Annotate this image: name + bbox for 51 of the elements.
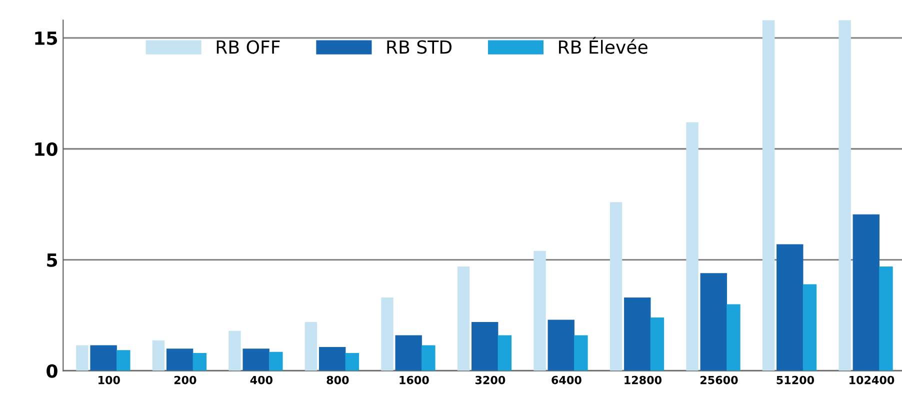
x-tick-label: 3200 [475,376,506,384]
bar [838,20,851,371]
bar [624,298,651,371]
bar [166,348,194,371]
bar [610,202,622,371]
x-tick-label: 12800 [624,376,662,384]
bar [152,340,165,371]
bar [90,345,117,371]
bar [116,350,130,371]
bar [762,20,775,371]
y-tick-label: 5 [47,254,58,267]
bar [686,122,698,371]
bar [700,273,727,371]
x-tick-label: 25600 [700,376,738,384]
bar [318,347,346,371]
x-tick-label: 51200 [776,376,814,384]
bar [776,244,804,371]
bar [650,318,664,371]
bar [534,250,546,371]
y-tick-label: 15 [35,32,58,46]
legend-label: RB STD [387,40,452,54]
bar [422,345,436,371]
bar [192,353,207,371]
x-tick-label: 400 [250,376,272,384]
x-tick-label: 1600 [400,376,429,384]
x-tick-label: 6400 [552,376,582,384]
bar [574,335,588,371]
bar [304,322,318,371]
bar [726,304,740,371]
bar [879,266,893,371]
bar [472,322,498,371]
bar [395,335,422,371]
x-tick-label: 102400 [850,376,894,384]
bar [852,214,880,371]
y-tick-label: 10 [35,142,58,156]
bar [381,298,394,371]
bar [457,266,470,371]
bar [269,352,283,371]
bar [76,345,88,371]
x-tick-label: 100 [98,376,120,384]
legend-label: RB OFF [216,40,280,54]
bar [242,348,270,371]
x-tick-label: 200 [174,376,196,384]
legend-label: RB Élevée [559,36,648,54]
bar [498,335,512,371]
bar [802,284,817,371]
x-tick-label: 800 [326,376,349,384]
bar [228,330,241,371]
bar [548,320,574,371]
bar [345,353,360,371]
y-tick-label: 0 [46,364,58,378]
